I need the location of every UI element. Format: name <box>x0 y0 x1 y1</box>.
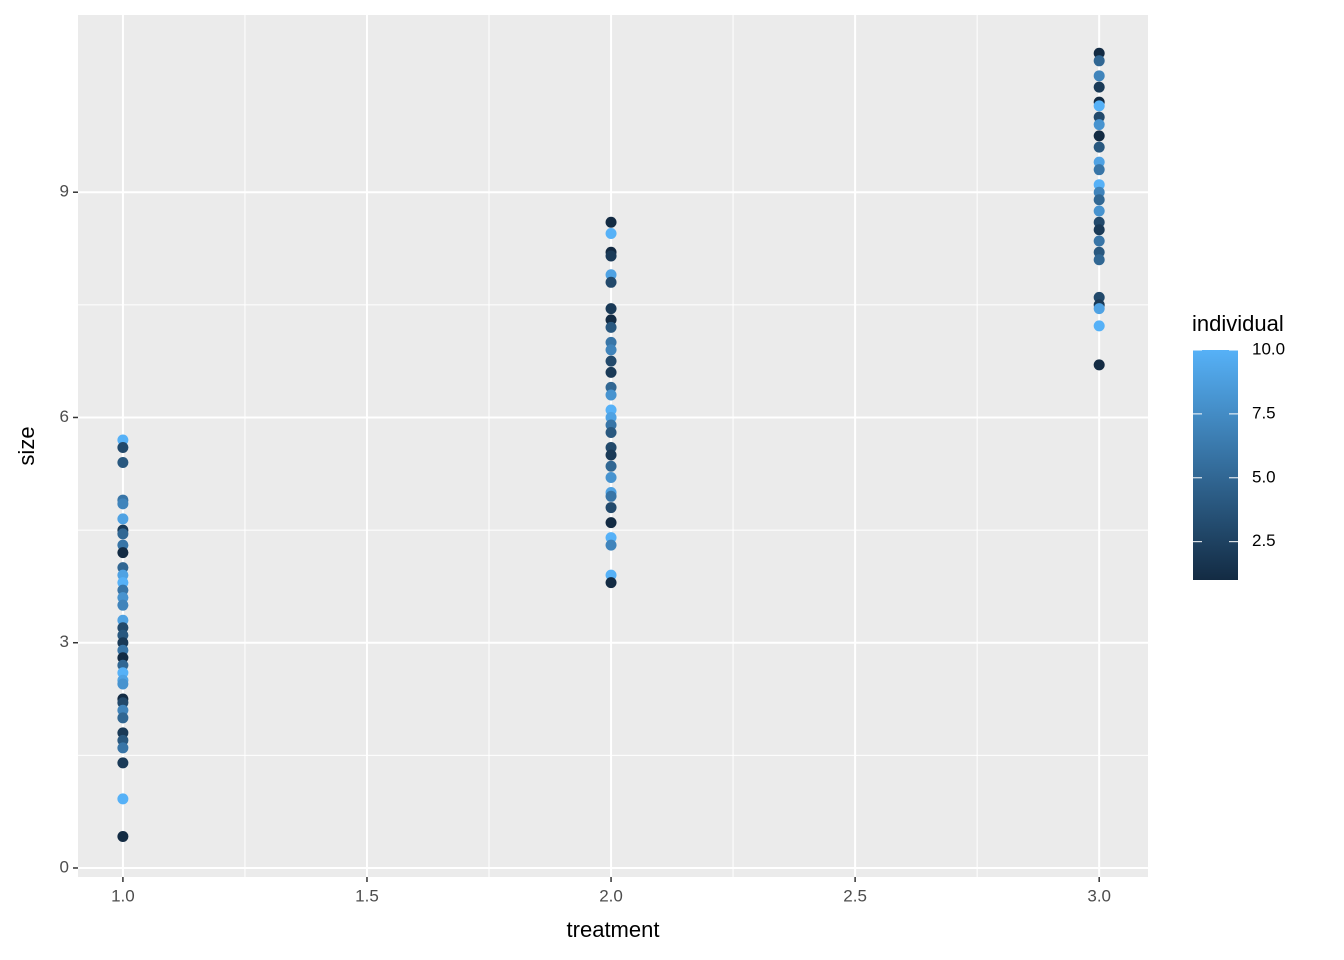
point <box>605 539 617 551</box>
point <box>117 547 129 559</box>
point <box>605 502 617 514</box>
point <box>605 490 617 502</box>
point <box>1093 141 1105 153</box>
point <box>117 678 129 690</box>
point <box>605 577 617 589</box>
point <box>117 793 129 805</box>
point <box>1093 254 1105 266</box>
point <box>605 250 617 262</box>
point <box>117 498 129 510</box>
point <box>1093 224 1105 236</box>
point <box>117 513 129 525</box>
y-tick-label: 3 <box>60 632 69 651</box>
point <box>117 599 129 611</box>
point <box>1093 55 1105 67</box>
legend-title: individual <box>1192 311 1284 336</box>
point <box>1093 119 1105 131</box>
point <box>117 830 129 842</box>
legend-label: 10.0 <box>1252 339 1285 358</box>
y-axis-title: size <box>14 426 39 465</box>
point <box>117 742 129 754</box>
point <box>1093 320 1105 332</box>
x-tick-label: 2.5 <box>843 886 867 905</box>
x-tick-label: 3.0 <box>1087 886 1111 905</box>
point <box>1093 359 1105 371</box>
point <box>1093 130 1105 142</box>
point <box>117 457 129 469</box>
point <box>605 472 617 484</box>
point <box>1093 303 1105 315</box>
point <box>605 426 617 438</box>
point <box>605 517 617 529</box>
point <box>1093 100 1105 112</box>
y-tick-label: 6 <box>60 407 69 426</box>
y-tick-label: 0 <box>60 857 69 876</box>
legend-label: 5.0 <box>1252 467 1276 486</box>
point <box>1093 235 1105 247</box>
point <box>605 355 617 367</box>
point <box>605 216 617 228</box>
x-tick-label: 2.0 <box>599 886 623 905</box>
point <box>1093 164 1105 176</box>
x-tick-label: 1.5 <box>355 886 379 905</box>
point <box>605 303 617 315</box>
legend-colorbar <box>1193 350 1238 580</box>
point <box>117 712 129 724</box>
point <box>1093 194 1105 206</box>
point <box>605 344 617 356</box>
point <box>117 757 129 769</box>
y-tick-label: 9 <box>60 182 69 201</box>
point <box>605 449 617 461</box>
x-tick-label: 1.0 <box>111 886 135 905</box>
point <box>605 228 617 240</box>
legend-label: 2.5 <box>1252 531 1276 550</box>
x-axis-title: treatment <box>567 917 660 942</box>
legend-label: 7.5 <box>1252 403 1276 422</box>
point <box>605 276 617 288</box>
point <box>605 366 617 378</box>
point <box>1093 81 1105 93</box>
point <box>1093 70 1105 82</box>
point <box>117 528 129 540</box>
point <box>605 321 617 333</box>
point <box>117 442 129 454</box>
point <box>605 389 617 401</box>
point <box>605 460 617 472</box>
point <box>1093 205 1105 217</box>
